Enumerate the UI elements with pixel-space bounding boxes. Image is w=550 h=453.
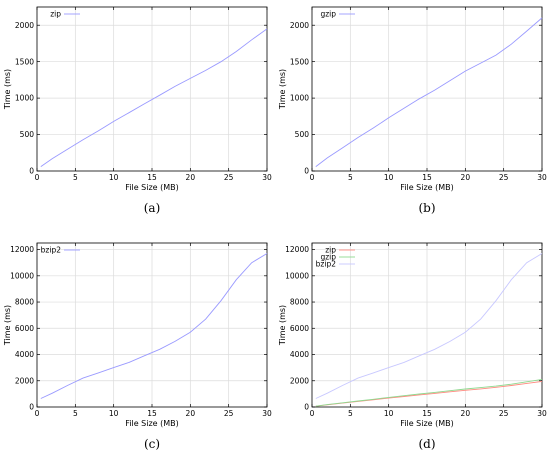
- x-tick-label: 30: [262, 409, 272, 418]
- y-tick-label: 2000: [15, 376, 34, 385]
- chart-panel-1: 0 5 10 15 20 25 30 0 500 1000 1500 2000 File Size (M…: [3, 6, 272, 215]
- x-tick-label: 30: [262, 173, 272, 182]
- x-axis-label: File Size (MB): [125, 183, 179, 192]
- x-tick-label: 25: [224, 173, 234, 182]
- y-tick-label: 0: [29, 403, 34, 412]
- series-line-zip: [40, 28, 268, 167]
- chart-panel-3: 0 5 10 15 20 25 30 0 2000 4000 6000 8000 10000 12000 F…: [3, 242, 272, 451]
- y-tick-label: 1500: [290, 57, 309, 66]
- x-tick-label: 0: [310, 173, 315, 182]
- y-tick-label: 500: [20, 130, 35, 139]
- x-tick-label: 20: [461, 173, 471, 182]
- x-tick-label: 5: [73, 173, 78, 182]
- x-tick-label: 30: [537, 173, 547, 182]
- x-axis-label: File Size (MB): [125, 419, 179, 428]
- legend-label-gzip: gzip: [320, 253, 336, 262]
- series-line-zip: [315, 380, 543, 407]
- y-axis-label: Time (ms): [3, 305, 12, 346]
- x-tick-label: 0: [35, 173, 40, 182]
- x-tick-label: 25: [499, 409, 509, 418]
- x-tick-label: 10: [109, 409, 119, 418]
- x-tick-label: 10: [384, 173, 394, 182]
- x-tick-label: 10: [109, 173, 119, 182]
- x-tick-label: 15: [422, 173, 432, 182]
- chart-panel-4: 0 5 10 15 20 25 30 0 2000 4000 6000 8000 10000 12000 F…: [278, 242, 547, 451]
- y-tick-label: 2000: [290, 21, 309, 30]
- x-tick-label: 25: [499, 173, 509, 182]
- y-axis-label: Time (ms): [278, 305, 287, 346]
- y-tick-label: 6000: [15, 324, 34, 333]
- legend-label-zip: zip: [325, 246, 336, 255]
- legend-label-bzip2: bzip2: [41, 246, 62, 255]
- y-tick-label: 2000: [290, 376, 309, 385]
- y-tick-label: 2000: [15, 21, 34, 30]
- legend-label-gzip: gzip: [320, 10, 336, 19]
- series-line-gzip: [315, 378, 543, 407]
- series-line-bzip2: [315, 253, 543, 399]
- y-tick-label: 12000: [10, 245, 34, 254]
- y-tick-label: 0: [304, 403, 309, 412]
- x-tick-label: 15: [147, 173, 157, 182]
- x-tick-label: 20: [461, 409, 471, 418]
- y-tick-label: 4000: [290, 350, 309, 359]
- y-tick-label: 8000: [290, 298, 309, 307]
- x-tick-label: 25: [224, 409, 234, 418]
- chart-panel-2: 0 5 10 15 20 25 30 0 500 1000 1500 2000 File Size (M…: [278, 6, 547, 215]
- x-tick-label: 15: [422, 409, 432, 418]
- x-tick-label: 0: [35, 409, 40, 418]
- panel-caption: (d): [418, 437, 435, 451]
- y-tick-label: 1000: [290, 94, 309, 103]
- panel-caption: (a): [144, 201, 161, 215]
- x-tick-label: 0: [310, 409, 315, 418]
- y-tick-label: 0: [29, 167, 34, 176]
- legend-label-zip: zip: [50, 10, 61, 19]
- legend-label-bzip2: bzip2: [316, 260, 337, 269]
- y-tick-label: 4000: [15, 350, 34, 359]
- series-line-bzip2: [40, 253, 268, 399]
- x-tick-label: 15: [147, 409, 157, 418]
- y-tick-label: 0: [304, 167, 309, 176]
- y-tick-label: 6000: [290, 324, 309, 333]
- y-tick-label: 10000: [285, 271, 309, 280]
- x-tick-label: 20: [186, 173, 196, 182]
- x-tick-label: 30: [537, 409, 547, 418]
- x-tick-label: 20: [186, 409, 196, 418]
- y-tick-label: 8000: [15, 298, 34, 307]
- y-tick-label: 1000: [15, 94, 34, 103]
- x-tick-label: 5: [73, 409, 78, 418]
- x-axis-label: File Size (MB): [400, 183, 454, 192]
- x-tick-label: 5: [348, 173, 353, 182]
- y-tick-label: 1500: [15, 57, 34, 66]
- y-tick-label: 500: [295, 130, 310, 139]
- y-axis-label: Time (ms): [3, 69, 12, 110]
- panel-caption: (c): [144, 437, 160, 451]
- x-tick-label: 5: [348, 409, 353, 418]
- y-tick-label: 12000: [285, 245, 309, 254]
- y-tick-label: 10000: [10, 271, 34, 280]
- series-line-gzip: [315, 17, 543, 167]
- x-tick-label: 10: [384, 409, 394, 418]
- panel-caption: (b): [418, 201, 435, 215]
- x-axis-label: File Size (MB): [400, 419, 454, 428]
- y-axis-label: Time (ms): [278, 69, 287, 110]
